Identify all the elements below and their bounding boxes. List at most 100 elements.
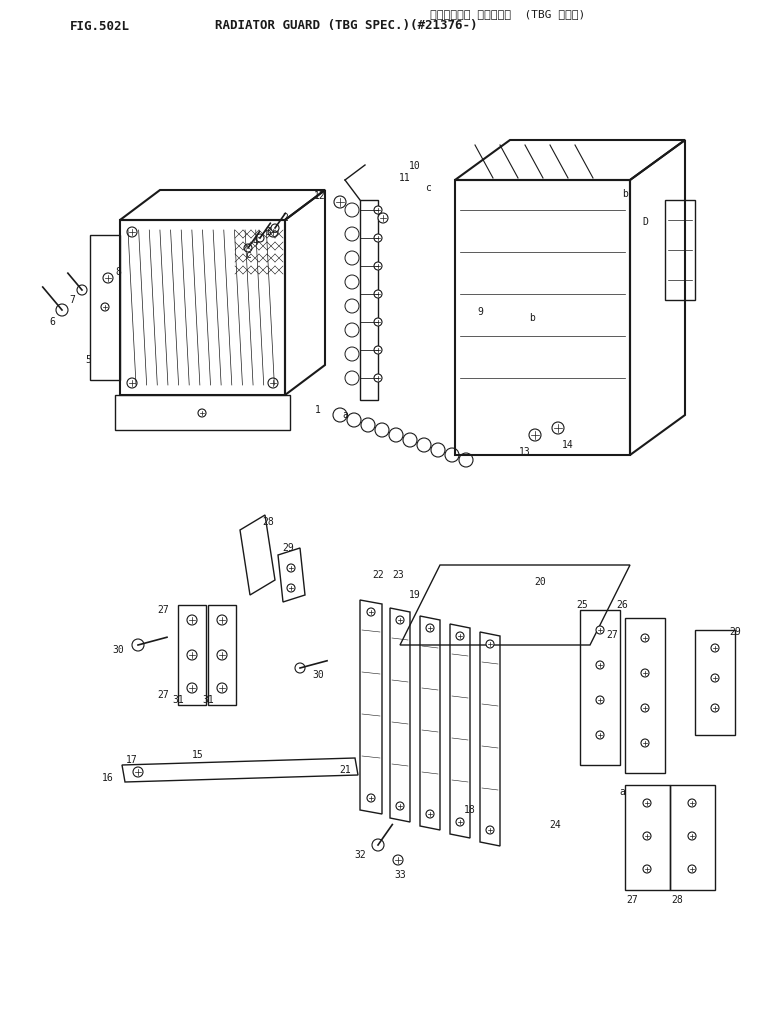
Circle shape [244, 244, 252, 252]
Text: 14: 14 [562, 440, 574, 450]
Text: 6: 6 [49, 317, 55, 327]
Circle shape [374, 374, 382, 382]
Circle shape [389, 428, 403, 442]
Circle shape [77, 285, 87, 295]
Circle shape [643, 865, 651, 873]
Text: 17: 17 [126, 755, 138, 765]
Text: b: b [622, 189, 628, 199]
Text: 31: 31 [202, 695, 213, 705]
Circle shape [529, 429, 541, 441]
Text: 12: 12 [314, 191, 326, 201]
Circle shape [347, 413, 361, 427]
Circle shape [641, 739, 649, 747]
Circle shape [271, 224, 279, 232]
Text: 16: 16 [102, 773, 114, 783]
Circle shape [456, 632, 464, 640]
Circle shape [372, 839, 384, 851]
Circle shape [596, 661, 604, 669]
Circle shape [378, 213, 388, 223]
Circle shape [711, 704, 719, 712]
Text: 30: 30 [312, 670, 324, 680]
Circle shape [643, 832, 651, 840]
Circle shape [417, 438, 431, 452]
Circle shape [367, 794, 375, 802]
Circle shape [374, 346, 382, 354]
Text: 27: 27 [626, 895, 638, 905]
Circle shape [345, 371, 359, 385]
Circle shape [374, 290, 382, 298]
Circle shape [486, 640, 494, 648]
Circle shape [56, 304, 68, 316]
Text: 32: 32 [354, 850, 366, 860]
Circle shape [374, 318, 382, 326]
Text: 25: 25 [576, 600, 588, 610]
Text: 23: 23 [392, 570, 404, 580]
Circle shape [268, 378, 278, 388]
Text: 3: 3 [265, 227, 271, 237]
Text: 28: 28 [671, 895, 683, 905]
Circle shape [367, 608, 375, 616]
Text: FIG.502L: FIG.502L [70, 19, 130, 33]
Circle shape [374, 234, 382, 242]
Circle shape [596, 731, 604, 739]
Text: 27: 27 [157, 690, 169, 700]
Text: 21: 21 [339, 765, 351, 775]
Text: ラジエータ ガード  (TBG ショウ): ラジエータ ガード (TBG ショウ) [430, 9, 585, 19]
Text: 31: 31 [172, 695, 184, 705]
Circle shape [396, 616, 404, 624]
Text: 18: 18 [465, 805, 476, 815]
Circle shape [641, 634, 649, 642]
Text: 13: 13 [519, 447, 531, 457]
Circle shape [393, 855, 403, 865]
Text: 8: 8 [115, 266, 121, 277]
Circle shape [333, 408, 347, 422]
Text: b: b [529, 313, 535, 323]
Text: 29: 29 [729, 627, 741, 637]
Circle shape [375, 423, 389, 437]
Text: 27: 27 [157, 605, 169, 615]
Text: a: a [619, 787, 625, 797]
Circle shape [345, 251, 359, 265]
Circle shape [711, 674, 719, 682]
Circle shape [361, 418, 375, 432]
Circle shape [268, 227, 278, 237]
Circle shape [198, 409, 206, 417]
Text: 20: 20 [534, 577, 546, 587]
Circle shape [456, 818, 464, 826]
Circle shape [688, 832, 696, 840]
Text: a: a [342, 410, 348, 420]
Text: 4: 4 [252, 237, 258, 247]
Circle shape [345, 323, 359, 337]
Text: 19: 19 [409, 590, 421, 600]
Circle shape [426, 624, 434, 632]
Circle shape [345, 227, 359, 241]
Circle shape [187, 615, 197, 625]
Circle shape [486, 826, 494, 834]
Text: 7: 7 [69, 295, 75, 305]
Circle shape [688, 800, 696, 807]
Text: 9: 9 [477, 308, 483, 317]
Text: D: D [642, 217, 648, 227]
Circle shape [641, 704, 649, 712]
Circle shape [431, 443, 445, 457]
Circle shape [133, 767, 143, 777]
Circle shape [187, 683, 197, 693]
Circle shape [127, 227, 137, 237]
Circle shape [374, 206, 382, 214]
Circle shape [345, 299, 359, 313]
Circle shape [334, 196, 346, 208]
Text: 30: 30 [112, 645, 124, 655]
Circle shape [552, 422, 564, 434]
Text: 29: 29 [282, 543, 294, 554]
Circle shape [596, 626, 604, 634]
Circle shape [374, 262, 382, 270]
Text: RADIATOR GUARD (TBG SPEC.)(#21376-): RADIATOR GUARD (TBG SPEC.)(#21376-) [215, 19, 478, 33]
Text: 33: 33 [394, 870, 406, 880]
Text: 15: 15 [192, 750, 204, 760]
Circle shape [711, 644, 719, 652]
Circle shape [103, 273, 113, 283]
Circle shape [127, 378, 137, 388]
Circle shape [217, 650, 227, 660]
Circle shape [345, 275, 359, 289]
Text: 10: 10 [409, 161, 421, 171]
